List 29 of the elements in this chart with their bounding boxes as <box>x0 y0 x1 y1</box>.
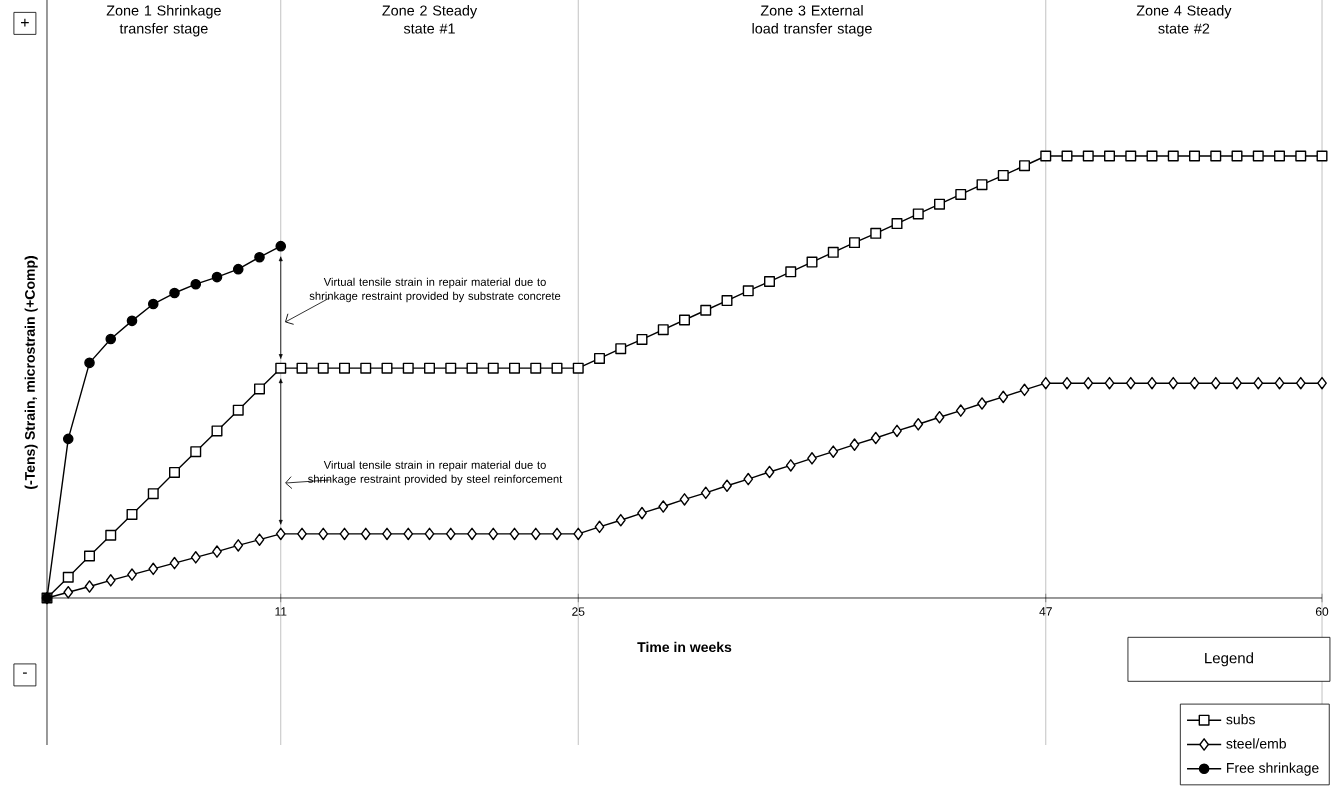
point <box>275 240 287 252</box>
point <box>84 357 95 369</box>
point <box>211 271 223 283</box>
point <box>62 433 74 445</box>
annotation: Virtual tensile strain in repair material due to shrinkage restraint provided by substrate concrete <box>309 277 561 303</box>
point <box>147 298 159 310</box>
text: Zone 1 Shrinkage transfer stage <box>106 5 221 37</box>
point <box>105 333 117 345</box>
point <box>232 263 244 275</box>
y-axis-title: (-Tens) Strain, microstrain (+Comp) <box>24 256 38 489</box>
x-tick-label: 60 <box>1315 607 1329 616</box>
point <box>126 315 138 327</box>
text: Zone 4 Steady state #2 <box>1136 5 1232 34</box>
x-tick-label: 47 <box>1039 607 1052 616</box>
annotation: Virtual tensile strain in repair material due to shrinkage restraint provided by steel reinforcement <box>308 460 563 486</box>
point <box>254 251 265 263</box>
legend-label: steel/emb <box>1226 738 1286 749</box>
legend-title: Legend <box>1205 652 1253 667</box>
x-tick-label: 11 <box>275 607 287 616</box>
text: - <box>22 672 27 674</box>
text: Zone 2 Steady state #1 <box>382 5 478 34</box>
x-axis-title: Time in weeks <box>637 641 732 653</box>
text: + <box>21 18 29 27</box>
legend-label: subs <box>1226 714 1255 725</box>
point <box>190 278 202 290</box>
legend-label: Free shrinkage <box>1227 762 1319 776</box>
x-tick-label: 25 <box>572 607 585 616</box>
text: Zone 3 External load transfer stage <box>752 5 872 37</box>
point <box>169 287 180 299</box>
